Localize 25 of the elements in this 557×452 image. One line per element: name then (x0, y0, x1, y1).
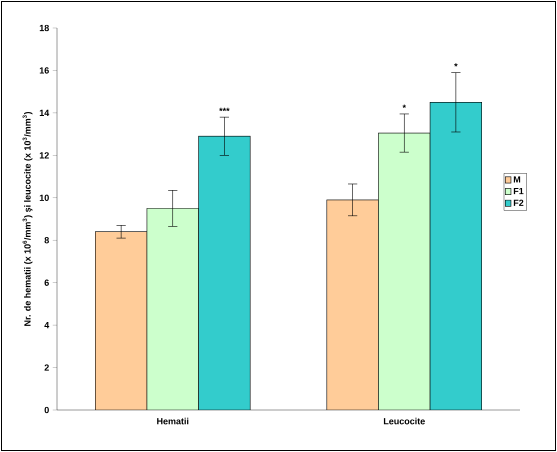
legend-label: F1 (514, 188, 524, 194)
bar (95, 232, 147, 410)
legend-label: F2 (514, 200, 524, 206)
y-tick-label: 2 (44, 364, 49, 371)
annotation: * (454, 63, 458, 67)
y-tick-label: 14 (40, 110, 50, 116)
y-tick-label: 16 (40, 67, 49, 74)
x-tick-label: Hematii (157, 418, 188, 424)
y-tick-label: 4 (44, 322, 50, 328)
y-tick-label: 12 (40, 152, 49, 158)
bar (378, 132, 430, 410)
y-tick-label: 6 (44, 279, 49, 286)
y-tick-label: 18 (40, 24, 49, 32)
text: Nr. de hematii (x 10$^{6}$/mm$^{3}$) şi leucocite (x 10$^{3}$/mm$^{3}$) (22, 112, 32, 326)
bar (146, 208, 199, 410)
legend-label: M (514, 176, 520, 183)
x-tick-label: Leucocite (384, 418, 425, 424)
y-tick-label: 0 (44, 406, 49, 414)
annotation: *** (219, 108, 230, 112)
annotation: * (402, 104, 406, 108)
y-tick-label: 10 (40, 194, 49, 201)
bar (198, 136, 250, 410)
y-tick-label: 8 (44, 237, 49, 244)
bar (430, 102, 482, 410)
bar (326, 200, 379, 410)
